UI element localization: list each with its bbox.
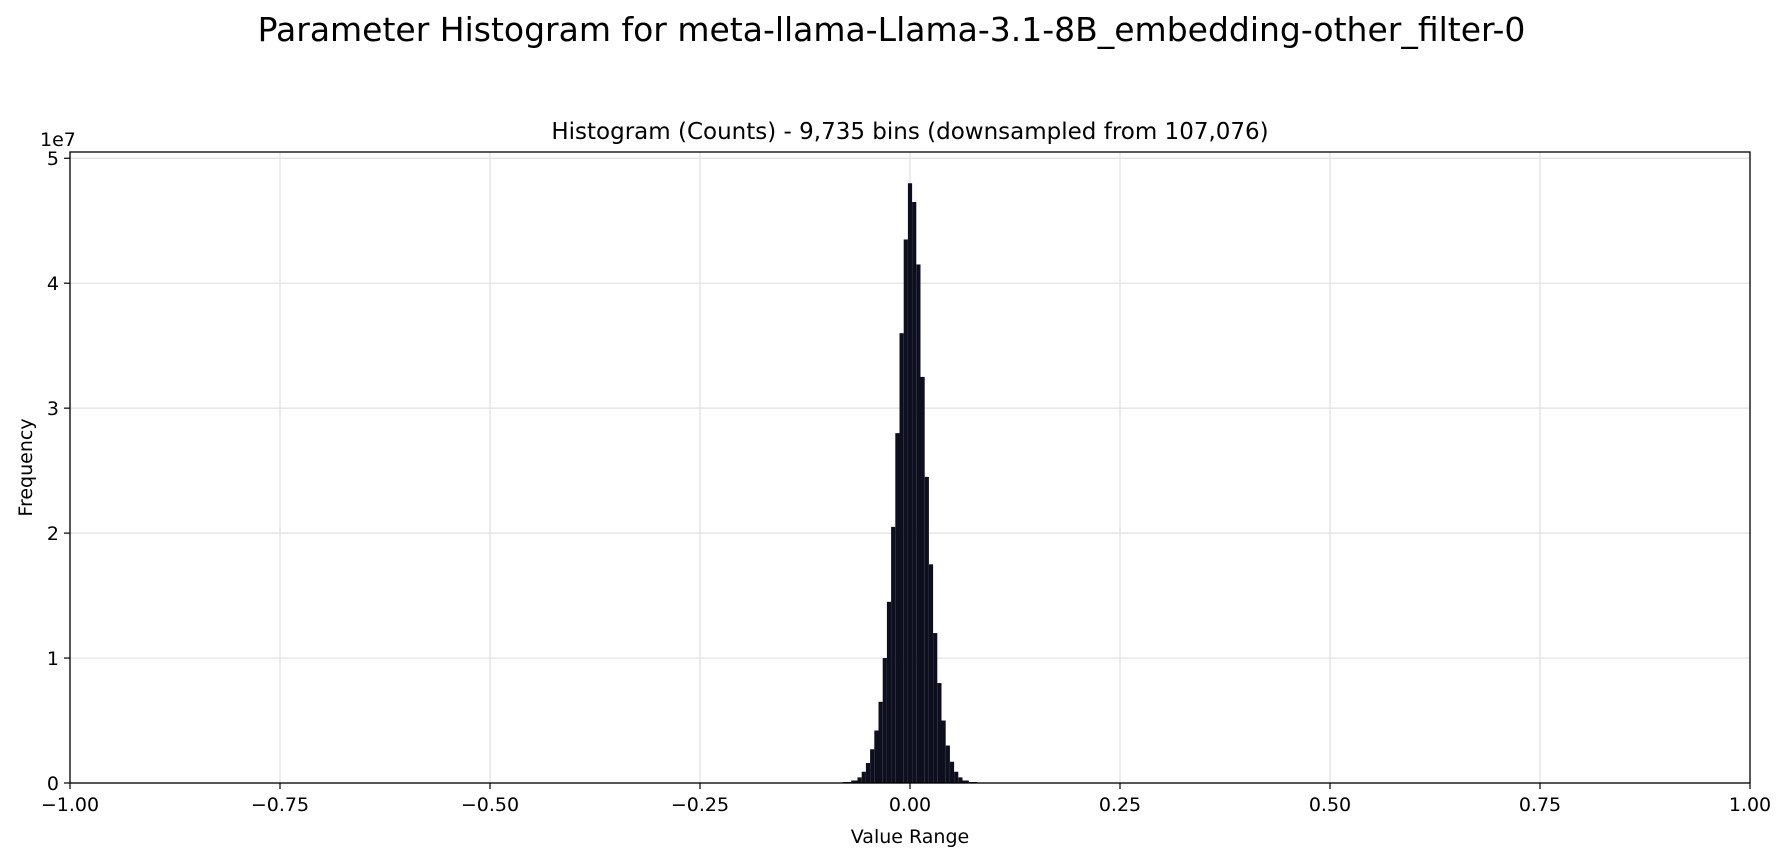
histogram-bar bbox=[958, 777, 963, 783]
histogram-bar bbox=[870, 749, 875, 783]
histogram-bar bbox=[928, 564, 934, 783]
y-offset-label: 1e7 bbox=[40, 129, 76, 151]
y-tick-label: 3 bbox=[47, 398, 59, 420]
histogram-bar bbox=[954, 771, 959, 783]
histogram-bar bbox=[895, 433, 900, 783]
histogram-bar bbox=[861, 771, 866, 783]
y-tick-label: 5 bbox=[47, 148, 59, 170]
histogram-bar bbox=[899, 333, 904, 783]
x-tick-label: 0.75 bbox=[1519, 794, 1561, 816]
histogram-bar bbox=[851, 780, 858, 783]
histogram-bar bbox=[874, 730, 879, 783]
histogram-bar bbox=[882, 658, 887, 783]
x-tick-label: −0.50 bbox=[461, 794, 519, 816]
histogram-bar bbox=[924, 476, 929, 783]
histogram-bar bbox=[857, 777, 862, 783]
histogram-bar bbox=[941, 720, 946, 783]
y-tick-label: 1 bbox=[47, 648, 59, 670]
histogram-bar bbox=[962, 780, 969, 783]
x-tick-label: −0.75 bbox=[251, 794, 309, 816]
histogram-bar bbox=[916, 264, 921, 783]
histogram-bar bbox=[933, 633, 938, 783]
x-axis-ticks: −1.00 −0.75 −0.50 −0.25 0.00 0.25 0.50 0.75 1.00 bbox=[41, 783, 1771, 816]
x-tick-label: 0.00 bbox=[889, 794, 931, 816]
axes-title: Histogram (Counts) - 9,735 bins (downsam… bbox=[551, 119, 1268, 145]
histogram-bar bbox=[878, 701, 883, 783]
x-tick-label: 0.25 bbox=[1099, 794, 1141, 816]
figure-title: Parameter Histogram for meta-llama-Llama… bbox=[257, 10, 1526, 49]
histogram-bars bbox=[834, 183, 986, 784]
histogram-bar bbox=[886, 601, 892, 783]
histogram-bar bbox=[907, 183, 913, 784]
x-axis-label: Value Range bbox=[851, 826, 969, 848]
y-tick-label: 0 bbox=[47, 773, 59, 795]
x-tick-label: 0.50 bbox=[1309, 794, 1351, 816]
x-tick-label: −0.25 bbox=[671, 794, 729, 816]
histogram-bar bbox=[937, 683, 942, 783]
histogram-bar bbox=[949, 761, 955, 783]
histogram-bar bbox=[865, 763, 871, 783]
x-tick-label: 1.00 bbox=[1729, 794, 1771, 816]
x-tick-label: −1.00 bbox=[41, 794, 99, 816]
y-tick-label: 2 bbox=[47, 523, 59, 545]
histogram-bar bbox=[903, 239, 908, 784]
histogram-bar bbox=[945, 745, 950, 783]
y-axis-label: Frequency bbox=[15, 418, 37, 516]
y-axis-ticks: 0 1 2 3 4 5 bbox=[47, 148, 70, 795]
histogram-bar bbox=[891, 526, 896, 783]
histogram-bar bbox=[920, 376, 925, 783]
y-tick-label: 4 bbox=[47, 273, 59, 295]
histogram-bar bbox=[912, 201, 917, 783]
